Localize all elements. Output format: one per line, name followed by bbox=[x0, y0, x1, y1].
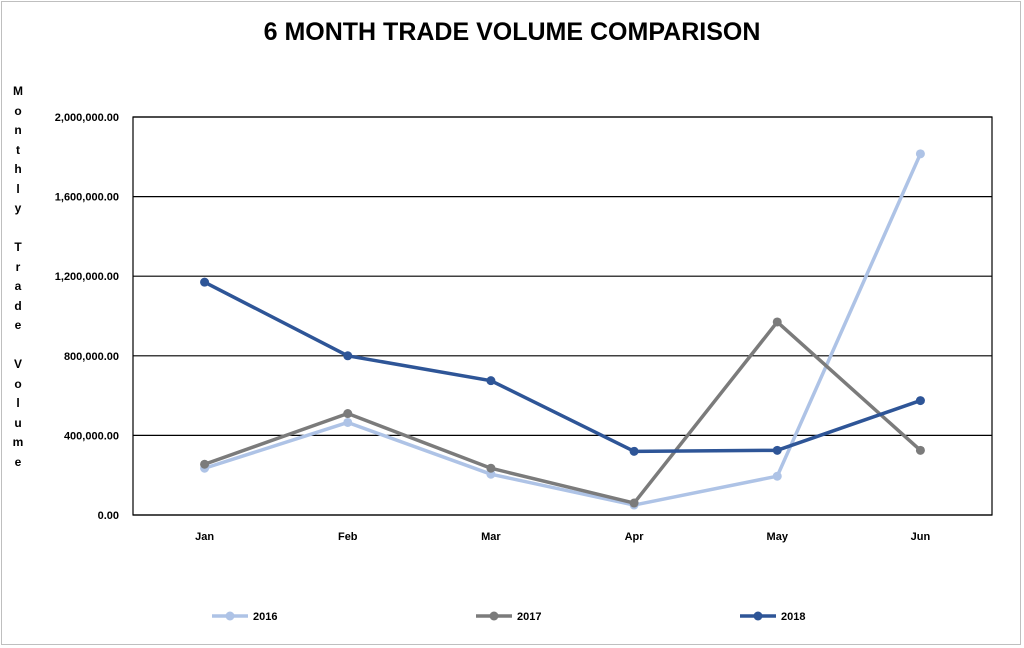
y-axis-label-char: h bbox=[14, 162, 22, 176]
data-point bbox=[343, 409, 353, 419]
legend-item-2016: 2016 bbox=[212, 611, 277, 623]
series-2016 bbox=[200, 149, 925, 510]
legend-label: 2016 bbox=[253, 611, 277, 623]
y-tick-label: 1,200,000.00 bbox=[55, 271, 119, 283]
data-point bbox=[343, 417, 353, 427]
y-tick-labels: 0.00 400,000.00 800,000.00 1,200,000.00 1,60… bbox=[55, 112, 119, 522]
legend-swatch-marker bbox=[753, 611, 763, 621]
y-axis-label-char: n bbox=[14, 123, 22, 137]
y-tick-label: 400,000.00 bbox=[64, 430, 119, 442]
data-point bbox=[772, 471, 782, 481]
y-axis-label-char: t bbox=[16, 142, 20, 157]
y-axis-label-char: l bbox=[16, 181, 20, 196]
y-axis-label-char: e bbox=[14, 318, 22, 332]
data-point bbox=[915, 149, 925, 159]
y-axis-label-char: a bbox=[14, 279, 22, 293]
data-point bbox=[343, 351, 353, 361]
y-axis-label-char: o bbox=[14, 376, 22, 391]
x-tick-labels: Jan Feb Mar Apr May Jun bbox=[195, 531, 930, 543]
series-line bbox=[202, 152, 923, 507]
series-line bbox=[202, 280, 923, 454]
y-axis-label-char: m bbox=[12, 435, 24, 449]
y-axis-label-char: y bbox=[14, 201, 22, 215]
legend-swatch-marker bbox=[489, 611, 499, 621]
y-axis-label-char: r bbox=[15, 259, 21, 274]
y-tick-label: 0.00 bbox=[98, 510, 119, 522]
y-tick-label: 2,000,000.00 bbox=[55, 112, 119, 124]
legend-swatch-marker bbox=[225, 611, 235, 621]
legend-label: 2018 bbox=[781, 611, 805, 623]
legend-item-2018: 2018 bbox=[740, 611, 805, 623]
x-tick-label: Feb bbox=[338, 531, 358, 543]
data-point bbox=[486, 463, 496, 473]
y-axis-label-char: l bbox=[16, 396, 20, 410]
x-tick-label: Jun bbox=[911, 531, 931, 543]
data-point bbox=[915, 396, 925, 406]
data-point bbox=[629, 498, 639, 508]
series-2017 bbox=[200, 317, 925, 508]
series-2018 bbox=[200, 277, 925, 456]
plot-border bbox=[132, 116, 993, 516]
data-point bbox=[772, 317, 782, 327]
y-axis-label-char: T bbox=[14, 240, 22, 254]
x-tick-label: May bbox=[767, 531, 789, 543]
legend-label: 2017 bbox=[517, 611, 541, 623]
grid-lines bbox=[133, 116, 992, 516]
series-lines bbox=[200, 149, 925, 510]
y-axis-label-char: o bbox=[14, 103, 22, 118]
series-line bbox=[202, 320, 923, 505]
y-axis-label-char: V bbox=[13, 357, 22, 371]
data-point bbox=[629, 446, 639, 456]
y-axis-label-char: M bbox=[13, 84, 23, 98]
data-point bbox=[200, 277, 210, 287]
legend-item-2017: 2017 bbox=[476, 611, 541, 623]
x-tick-label: Mar bbox=[481, 531, 501, 543]
data-point bbox=[915, 445, 925, 455]
x-tick-label: Jan bbox=[195, 531, 214, 543]
legend: 2016 2017 2018 bbox=[212, 611, 805, 623]
data-point bbox=[200, 459, 210, 469]
y-axis-label-char: u bbox=[14, 415, 22, 430]
y-axis-label-char: d bbox=[14, 298, 22, 313]
plot-area-border bbox=[132, 116, 993, 516]
chart-title: 6 MONTH TRADE VOLUME COMPARISON bbox=[263, 18, 761, 46]
y-tick-label: 1,600,000.00 bbox=[55, 192, 119, 204]
y-tick-label: 800,000.00 bbox=[64, 351, 119, 363]
data-point bbox=[486, 376, 496, 386]
y-axis-label-char: e bbox=[14, 454, 22, 469]
x-tick-label: Apr bbox=[625, 531, 645, 543]
data-point bbox=[772, 445, 782, 455]
